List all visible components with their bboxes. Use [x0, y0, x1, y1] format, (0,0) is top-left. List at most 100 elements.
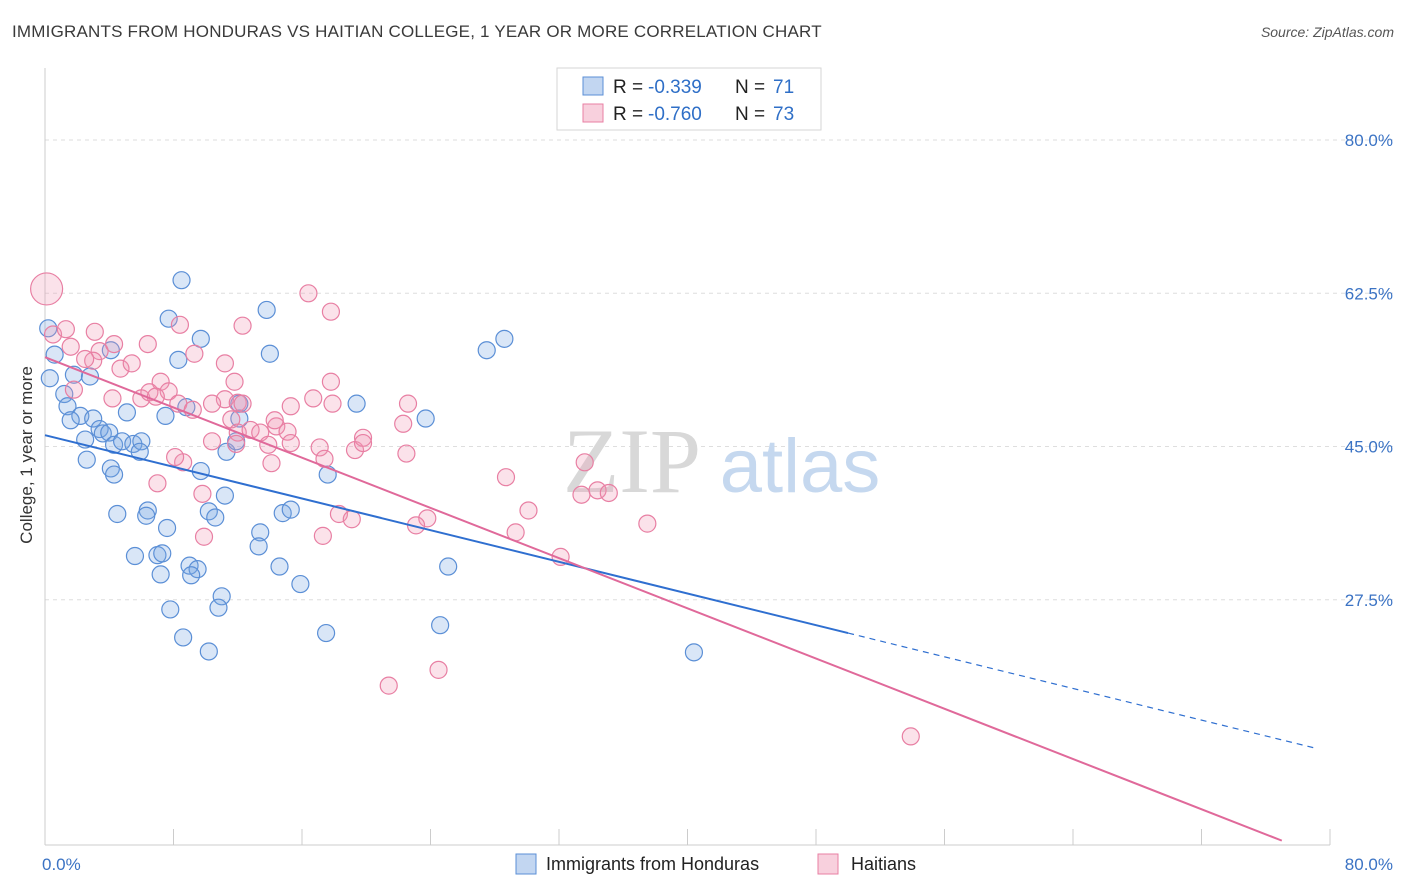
- point-haitians-35: [267, 417, 286, 436]
- point-honduras-64: [174, 628, 193, 647]
- watermark: ZIP atlas: [563, 410, 880, 512]
- grid-lines: [45, 139, 1395, 601]
- x-tick-label-1: 80.0%: [1345, 855, 1393, 874]
- trend-line-honduras-extension: [847, 632, 1315, 749]
- point-honduras-68: [172, 271, 191, 290]
- point-honduras-53: [291, 574, 310, 594]
- point-honduras-55: [347, 394, 366, 413]
- chart-title: IMMIGRANTS FROM HONDURAS VS HAITIAN COLL…: [12, 22, 822, 41]
- point-haitians-18: [138, 334, 157, 354]
- point-honduras-2: [40, 369, 59, 388]
- point-honduras-65: [199, 642, 218, 661]
- point-honduras-29: [260, 344, 279, 363]
- series-haitians-points: [30, 272, 920, 746]
- point-honduras-60: [431, 616, 450, 635]
- legend-n-label-2: N =: [735, 104, 765, 125]
- trend-line-haitians: [44, 356, 1283, 842]
- point-honduras-63: [161, 600, 180, 619]
- point-haitians-17: [122, 354, 141, 373]
- legend-r-value-2: -0.760: [648, 104, 702, 125]
- point-honduras-58: [495, 329, 514, 348]
- point-haitians-56: [299, 284, 318, 303]
- point-haitians-48: [398, 394, 418, 413]
- point-haitians-40: [321, 372, 341, 391]
- point-haitians-58: [148, 474, 167, 493]
- point-honduras-34: [215, 486, 234, 505]
- point-haitians-77: [901, 727, 920, 746]
- point-haitians-32: [227, 434, 246, 454]
- point-honduras-42: [125, 546, 145, 566]
- legend-swatch-pink: [582, 103, 604, 123]
- point-haitians-47: [394, 414, 413, 433]
- point-haitians-8: [76, 349, 95, 369]
- point-honduras-22: [156, 406, 175, 426]
- point-haitians-59: [193, 484, 212, 503]
- point-haitians-11: [103, 389, 122, 408]
- point-honduras-48: [251, 523, 270, 542]
- y-tick-label-3: 80.0%: [1345, 131, 1393, 150]
- point-haitians-57: [321, 302, 341, 321]
- x-tick-labels: 0.0% 80.0%: [42, 855, 1393, 874]
- watermark-atlas: atlas: [720, 424, 881, 509]
- point-honduras-67: [684, 643, 704, 662]
- point-haitians-24: [225, 372, 244, 391]
- point-haitians-61: [342, 510, 361, 529]
- point-haitians-7: [104, 334, 124, 354]
- point-haitians-3: [61, 337, 80, 356]
- point-haitians-28: [215, 354, 234, 373]
- point-honduras-59: [439, 557, 458, 576]
- point-haitians-27: [185, 344, 204, 363]
- trend-lines: [44, 356, 1315, 842]
- point-haitians-68: [575, 453, 594, 472]
- point-haitians-63: [313, 526, 332, 545]
- point-haitians-29: [202, 394, 222, 413]
- y-tick-label-2: 62.5%: [1345, 284, 1393, 303]
- point-honduras-56: [416, 409, 435, 428]
- axes: [44, 68, 1331, 846]
- point-haitians-52: [202, 432, 222, 451]
- x-tick-label-0: 0.0%: [42, 855, 81, 874]
- point-haitians-23: [233, 394, 252, 413]
- point-honduras-36: [206, 508, 225, 527]
- point-haitians-10: [111, 359, 130, 378]
- legend-swatch-blue: [582, 76, 604, 96]
- point-haitians-75: [379, 676, 398, 695]
- bottom-legend-label-honduras: Immigrants from Honduras: [546, 854, 759, 874]
- point-honduras-0: [39, 319, 58, 338]
- point-haitians-39: [304, 389, 323, 408]
- point-honduras-7: [61, 411, 80, 430]
- point-honduras-43: [153, 544, 172, 563]
- legend-r-value-1: -0.339: [648, 77, 702, 98]
- point-haitians-0: [30, 272, 64, 306]
- point-haitians-51: [281, 433, 300, 453]
- point-haitians-73: [638, 514, 657, 533]
- legend-r-label-2: R =: [613, 104, 643, 125]
- legend-n-label-1: N =: [735, 77, 765, 98]
- legend-box: R = -0.339 N = 71 R = -0.760 N = 73: [556, 67, 822, 131]
- point-haitians-49: [397, 444, 416, 463]
- point-haitians-62: [418, 509, 437, 528]
- point-honduras-66: [316, 623, 336, 643]
- bottom-legend-label-haitians: Haitians: [851, 854, 916, 874]
- point-haitians-38: [281, 397, 300, 416]
- point-honduras-46: [151, 565, 170, 584]
- point-honduras-47: [182, 566, 201, 585]
- bottom-legend-swatch-pink: [817, 853, 839, 875]
- point-haitians-5: [90, 342, 109, 361]
- y-tick-label-0: 27.5%: [1345, 591, 1393, 610]
- point-haitians-2: [56, 320, 75, 339]
- source-label: Source: ZipAtlas.com: [1260, 24, 1394, 40]
- point-haitians-45: [353, 428, 373, 447]
- watermark-zip: ZIP: [563, 410, 701, 512]
- trend-line-honduras: [44, 434, 849, 635]
- point-honduras-25: [159, 309, 178, 328]
- series-honduras-points: [39, 271, 704, 662]
- point-haitians-25: [233, 316, 252, 335]
- point-honduras-15: [112, 432, 132, 451]
- point-honduras-18: [130, 442, 149, 461]
- point-haitians-26: [170, 315, 190, 334]
- point-honduras-61: [212, 587, 231, 606]
- point-haitians-9: [64, 380, 84, 399]
- y-axis-label: College, 1 year or more: [17, 366, 36, 544]
